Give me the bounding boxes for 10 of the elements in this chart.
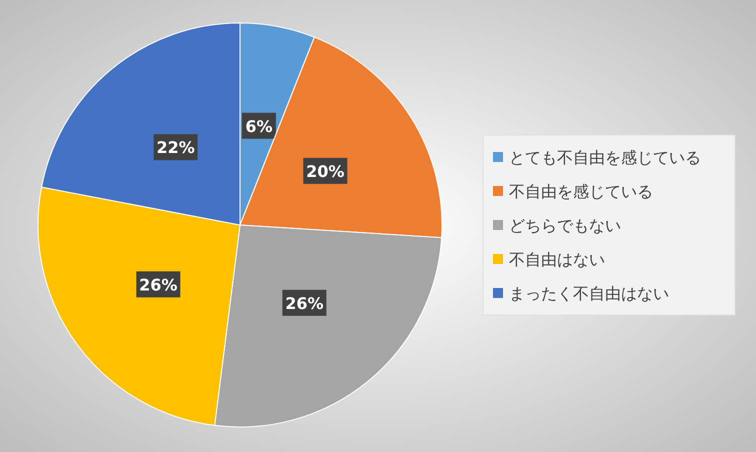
legend-label: 不自由はない [509,250,605,269]
legend-label: とても不自由を感じている [509,148,701,167]
legend-label: 不自由を感じている [509,182,653,201]
legend-label: どちらでもない [509,216,621,235]
data-label: 26% [139,275,178,294]
data-label: 26% [285,294,324,313]
legend-label: まったく不自由はない [509,284,669,303]
data-label: 6% [245,116,273,136]
data-label: 20% [306,162,344,181]
data-label: 22% [156,138,195,158]
